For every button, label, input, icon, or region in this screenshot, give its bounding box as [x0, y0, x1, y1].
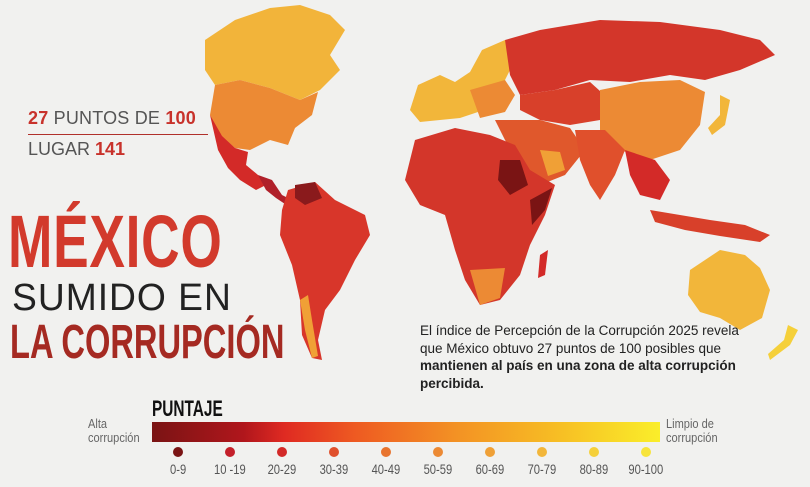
divider: [28, 134, 208, 135]
legend-item: 0-9: [152, 447, 204, 479]
legend-range-label: 70-79: [527, 461, 557, 477]
score-max: 100: [165, 108, 196, 128]
legend-item: 40-49: [360, 447, 412, 479]
rank-label: LUGAR: [28, 139, 91, 159]
legend-range-label: 30-39: [319, 461, 349, 477]
map-south-america: [280, 182, 370, 360]
map-south-asia: [575, 130, 625, 200]
map-japan: [708, 95, 730, 135]
legend-gradient-bar: [152, 422, 660, 442]
legend-range-label: 40-49: [371, 461, 401, 477]
legend-dot: [381, 447, 391, 457]
rank-text: LUGAR 141: [28, 139, 125, 160]
legend-range-label: 60-69: [475, 461, 505, 477]
legend-dot: [641, 447, 651, 457]
legend-item: 70-79: [516, 447, 568, 479]
legend-item: 10 -19: [204, 447, 256, 479]
legend-ranges: 0-9 10 -19 20-29 30-39 40-49 50-59 60-69 70-79 8…: [152, 447, 672, 477]
map-usa: [210, 80, 318, 150]
legend-range-label: 20-29: [267, 461, 297, 477]
headline-subtitle-bold: LA CORRUPCIÓN: [10, 316, 285, 369]
legend-range-label: 90-100: [628, 461, 664, 477]
map-southern-africa: [470, 268, 505, 305]
legend-title: PUNTAJE: [152, 396, 223, 421]
legend-item: 50-59: [412, 447, 464, 479]
map-somalia: [530, 188, 552, 225]
map-central-america: [258, 175, 292, 206]
legend-range-label: 50-59: [423, 461, 453, 477]
legend-dot: [329, 447, 339, 457]
map-gulf: [540, 150, 565, 176]
legend-item: 80-89: [568, 447, 620, 479]
map-indonesia: [650, 210, 770, 242]
legend-range-label: 80-89: [579, 461, 609, 477]
map-southeast-asia: [625, 150, 670, 200]
map-mexico: [210, 115, 266, 190]
description: El índice de Percepción de la Corrupción…: [420, 322, 740, 392]
map-chile-uruguay: [300, 295, 318, 358]
legend-dot: [589, 447, 599, 457]
legend-dot: [277, 447, 287, 457]
map-russia: [505, 20, 775, 95]
legend-dot: [225, 447, 235, 457]
legend-right-label: Limpio de corrupción: [666, 416, 718, 445]
map-madagascar: [538, 250, 548, 278]
map-canada-alaska: [205, 5, 345, 100]
map-venezuela: [295, 182, 322, 205]
legend-range-label: 0-9: [169, 461, 187, 477]
legend-item: 20-29: [256, 447, 308, 479]
rank-value: 141: [95, 139, 126, 159]
legend-item: 90-100: [620, 447, 672, 479]
map-china: [600, 80, 705, 160]
map-australia: [688, 250, 770, 330]
headline-title: MÉXICO: [8, 200, 223, 283]
map-new-zealand: [768, 325, 798, 360]
legend-dot: [537, 447, 547, 457]
headline-subtitle: SUMIDO EN: [12, 277, 232, 319]
legend-left-label: Alta corrupción: [88, 416, 140, 445]
legend-item: 60-69: [464, 447, 516, 479]
map-europe-east: [470, 80, 515, 118]
description-bold: mantienen al país en una zona de alta co…: [420, 358, 736, 391]
description-text: El índice de Percepción de la Corrupción…: [420, 323, 739, 356]
legend-item: 30-39: [308, 447, 360, 479]
legend-range-label: 10 -19: [214, 461, 246, 477]
map-central-asia: [520, 82, 610, 125]
score-text: 27 PUNTOS DE 100: [28, 108, 196, 129]
score-label: PUNTOS DE: [53, 108, 161, 128]
map-sudan: [498, 160, 528, 195]
legend-dot: [485, 447, 495, 457]
score-value: 27: [28, 108, 49, 128]
legend-dot: [173, 447, 183, 457]
legend-dot: [433, 447, 443, 457]
